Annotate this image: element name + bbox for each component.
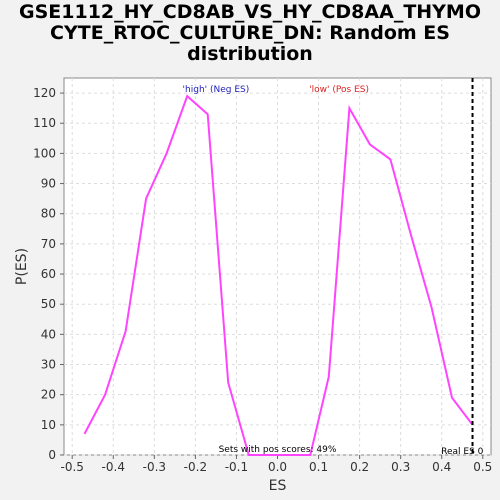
y-tick-label: 120 [33,86,56,100]
x-tick-label: 0.3 [391,460,410,474]
x-tick-label: -0.4 [102,460,125,474]
y-tick-label: 40 [41,327,56,341]
x-tick-label: -0.2 [184,460,207,474]
x-tick-label: 0.0 [268,460,287,474]
x-tick-label: 0.4 [432,460,451,474]
grid [64,78,491,456]
x-tick-label: -0.3 [143,460,166,474]
y-tick-label: 110 [33,116,56,130]
x-tick-label: 0.2 [350,460,369,474]
title-line-1: GSE1112_HY_CD8AB_VS_HY_CD8AA_THYMO [19,1,481,23]
x-tick-label: 0.5 [473,460,492,474]
annotation-low: 'low' (Pos ES) [309,85,369,95]
y-tick-label: 0 [48,448,56,462]
y-tick-label: 70 [41,237,56,251]
title-line-2: CYTE_RTOC_CULTURE_DN: Random ES [50,22,450,44]
y-tick-label: 90 [41,177,56,191]
annotation-pos-scores: Sets with pos scores: 49% [219,445,337,455]
y-tick-label: 80 [41,207,56,221]
x-tick-label: -0.5 [61,460,84,474]
y-tick-label: 50 [41,297,56,311]
annotation-real-es: Real ES 0 [441,447,484,457]
title-line-3: distribution [187,43,313,65]
x-axis-label: ES [269,478,287,494]
y-tick-label: 10 [41,418,56,432]
series-line [83,94,474,456]
y-axis-ticks: 0 10 20 30 40 50 60 70 80 90 100 110 120 [33,86,64,462]
y-tick-label: 20 [41,388,56,402]
x-axis-ticks: -0.5 -0.4 -0.3 -0.2 -0.1 0.0 0.1 0.2 0.3 0.4 0.5 [61,455,492,474]
annotation-high: 'high' (Neg ES) [183,85,250,95]
y-axis-label: P(ES) [14,248,30,285]
y-tick-label: 60 [41,267,56,281]
x-tick-label: 0.1 [309,460,328,474]
y-tick-label: 100 [33,146,56,160]
y-tick-label: 30 [41,358,56,372]
x-tick-label: -0.1 [225,460,248,474]
chart-title: GSE1112_HY_CD8AB_VS_HY_CD8AA_THYMO CYTE_… [0,2,500,65]
